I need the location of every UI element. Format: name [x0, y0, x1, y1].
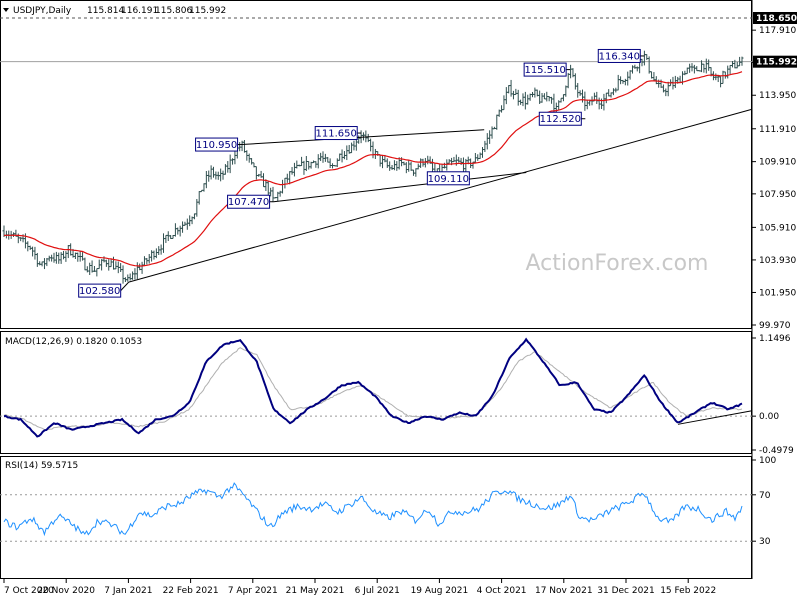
annotation-label: 112.520 [540, 114, 581, 125]
rsi-plot [0, 482, 752, 542]
annotation-box [538, 111, 582, 126]
annotation-box [195, 137, 239, 152]
macd-main-line [3, 337, 743, 438]
ohlc-open: 115.814 [87, 6, 124, 16]
date-axis-label: 22 Feb 2021 [163, 586, 219, 596]
price-axis-label: 101.950 [759, 288, 796, 298]
annotation-label: 102.580 [79, 286, 120, 297]
price-axis-label: 99.970 [759, 321, 791, 331]
annotation-label: 107.470 [228, 197, 269, 208]
last-price-tag-bg [753, 55, 797, 68]
annotation-label: 116.340 [599, 51, 640, 62]
rsi-axis-label: 30 [759, 537, 771, 547]
annotation-leader [120, 281, 130, 291]
annotation-box [314, 126, 358, 141]
price-axis-label: 111.910 [759, 125, 796, 135]
macd-plot [0, 337, 753, 438]
axes: 117.910115.950113.950111.910109.910107.9… [3, 12, 797, 596]
ohlc-high: 116.191 [121, 6, 158, 16]
price-axis-label: 109.910 [759, 158, 796, 168]
date-axis-label: 31 Dec 2021 [597, 586, 655, 596]
macd-axis-label: -0.4979 [759, 446, 794, 456]
macd-panel-title: MACD(12,26,9) 0.1820 0.1053 [5, 337, 142, 347]
macd-axis-label: 0.00 [759, 412, 779, 422]
date-axis-label: 19 Aug 2021 [411, 586, 469, 596]
date-axis-label: 7 Apr 2021 [228, 586, 278, 596]
annotation-label: 110.950 [196, 140, 237, 151]
marked-level-tag: 118.650 [756, 14, 797, 24]
annotation-label: 111.650 [316, 129, 357, 140]
marked-level-tag-bg [753, 12, 797, 24]
rsi-axis-label: 70 [759, 491, 771, 501]
trendline-2 [241, 129, 485, 146]
rsi-panel-frame [0, 456, 752, 579]
moving-average-line [4, 71, 743, 267]
rsi-axis-label: 100 [759, 456, 776, 466]
symbol-dropdown-icon[interactable] [3, 8, 9, 12]
date-axis-label: 15 Feb 2022 [660, 586, 716, 596]
annotation-box [523, 62, 567, 77]
date-axis-label: 21 May 2021 [286, 586, 345, 596]
date-axis-label: 4 Oct 2021 [477, 586, 527, 596]
date-axis-label: 17 Nov 2021 [535, 586, 593, 596]
price-axis-label: 103.930 [759, 256, 796, 266]
ohlc-low: 115.806 [155, 6, 192, 16]
price-axis-label: 107.950 [759, 190, 796, 200]
annotation-label: 109.110 [428, 174, 469, 185]
macd-axis-label: 1.1496 [759, 334, 791, 344]
date-axis-label: 7 Jan 2021 [104, 586, 152, 596]
macd-trendline [677, 410, 753, 425]
macd-signal-line [3, 347, 743, 431]
annotation-box [597, 48, 641, 63]
annotation-box [426, 171, 470, 186]
trendline-1 [128, 108, 753, 283]
price-axis-label: 117.910 [759, 26, 796, 36]
date-axis-label: 20 Nov 2020 [37, 586, 95, 596]
ohlc-close: 115.992 [189, 6, 226, 16]
watermark-text: ActionForex.com [526, 251, 709, 276]
date-axis-label: 6 Jul 2021 [355, 586, 400, 596]
annotation-box [227, 194, 271, 209]
date-axis-label: 7 Oct 2020 [4, 586, 54, 596]
price-panel-title: USDJPY,Daily [13, 6, 72, 16]
rsi-panel-title: RSI(14) 59.5715 [5, 461, 78, 471]
price-plot: 102.580 110.950 107.470 111.650 109.110 115.5… [0, 17, 753, 298]
price-axis-label: 113.950 [759, 91, 796, 101]
rsi-line [3, 482, 743, 537]
last-price-tag: 115.992 [756, 58, 797, 68]
annotation-box [78, 283, 122, 298]
trendline-3 [273, 171, 527, 203]
price-axis-label: 105.910 [759, 223, 796, 233]
annotation-label: 115.510 [524, 65, 565, 76]
macd-panel-frame [0, 331, 752, 454]
